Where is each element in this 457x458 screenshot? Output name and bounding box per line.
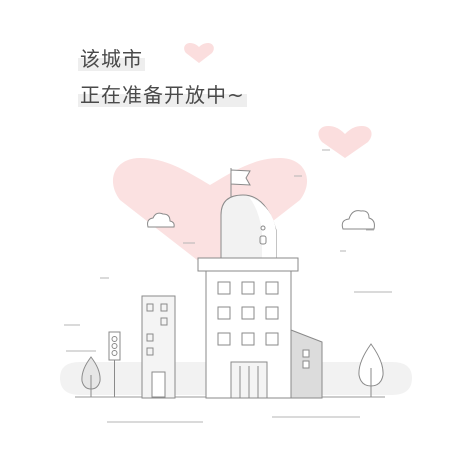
cloud-icon [147,212,175,228]
small-heart-icon [184,43,214,63]
flag-icon [230,169,251,186]
big-heart-icon [112,158,308,270]
medium-heart-icon [318,126,372,158]
empty-state-message: 该城市 正在准备开放中~ [78,46,247,108]
empty-state-subtitle: 正在准备开放中~ [78,83,247,107]
cloud-icon [341,210,375,230]
empty-state-title: 该城市 [78,47,145,71]
main-building-cornice [197,257,299,272]
